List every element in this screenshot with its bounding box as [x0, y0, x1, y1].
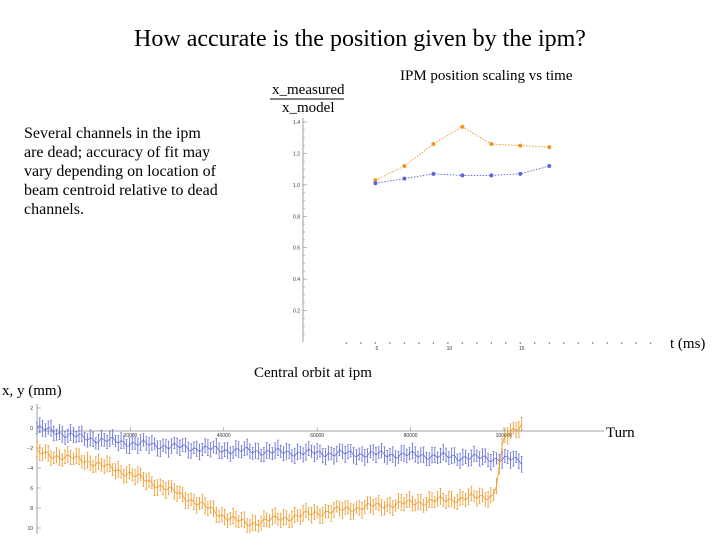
x-tick	[432, 342, 435, 344]
data-point-orange	[518, 143, 523, 148]
chart-title: Central orbit at ipm	[254, 365, 372, 381]
y-tick-label: 10	[27, 526, 33, 532]
y-tick-label: −4	[27, 466, 33, 472]
data-point-blue	[373, 181, 378, 186]
x-tick	[476, 342, 478, 344]
x-tick	[519, 342, 522, 344]
y-axis-label-denominator: x_model	[282, 100, 335, 116]
x-tick	[606, 342, 608, 344]
orbit-line-orange	[36, 423, 523, 527]
data-point-blue	[489, 173, 494, 178]
x-tick	[562, 342, 565, 344]
data-point-blue	[431, 171, 436, 176]
x-tick	[461, 342, 464, 344]
data-point-orange	[402, 164, 407, 168]
x-tick-label: 100000	[496, 433, 513, 439]
x-tick-label: 80000	[404, 433, 418, 439]
data-point-blue	[547, 164, 552, 168]
x-tick-label: 10	[447, 346, 453, 352]
chart-title: IPM position scaling vs time	[400, 68, 573, 84]
data-point-orange	[431, 142, 436, 146]
y-tick-label: 1.2	[293, 151, 300, 157]
y-tick-label: 2	[30, 406, 33, 412]
y-tick-label: 6	[30, 486, 33, 492]
x-tick	[548, 342, 551, 344]
x-tick	[447, 342, 449, 344]
x-tick	[533, 342, 536, 344]
note-text: Several channels in the ipm are dead; ac…	[24, 125, 218, 218]
y-tick-label: 0.4	[293, 277, 300, 283]
x-tick-label: 5	[376, 346, 379, 352]
x-tick	[577, 342, 580, 344]
slide-title: How accurate is the position given by th…	[134, 26, 586, 52]
x-tick-label: 40000	[217, 433, 231, 439]
x-tick	[374, 342, 377, 344]
data-point-blue	[460, 173, 465, 178]
x-tick	[389, 342, 391, 344]
x-tick	[649, 342, 652, 344]
y-tick-label: 0.8	[293, 214, 300, 220]
x-tick	[418, 342, 420, 344]
y-tick-label: 0.6	[293, 246, 300, 252]
data-point-orange	[489, 142, 494, 146]
x-tick	[635, 342, 637, 344]
x-tick-label: 15	[519, 346, 525, 352]
x-tick	[345, 342, 348, 344]
y-tick-label: 8	[30, 506, 33, 512]
x-tick-label: 20000	[123, 433, 137, 439]
x-axis-label: Turn	[606, 425, 635, 441]
y-axis-label-numerator: x_measured	[272, 82, 345, 98]
data-point-blue	[518, 171, 523, 176]
data-point-orange	[460, 124, 465, 129]
y-tick-label: 0	[30, 426, 33, 432]
y-tick-label: −2	[27, 446, 33, 452]
x-tick	[360, 342, 362, 344]
x-axis-label: t (ms)	[670, 336, 705, 352]
x-tick	[591, 342, 594, 344]
data-point-orange	[373, 178, 378, 183]
x-tick	[620, 342, 623, 344]
data-point-orange	[547, 145, 552, 150]
x-tick	[490, 342, 493, 344]
x-tick	[504, 342, 507, 344]
data-point-blue	[402, 176, 407, 181]
y-axis-label: x, y (mm)	[2, 383, 62, 399]
x-tick	[403, 342, 406, 344]
x-tick-label: 60000	[310, 433, 324, 439]
y-tick-label: 0.2	[293, 309, 300, 315]
y-tick-label: 1.4	[293, 120, 300, 126]
orbit-line-blue	[36, 424, 522, 465]
y-tick-label: 1.0	[293, 183, 300, 189]
